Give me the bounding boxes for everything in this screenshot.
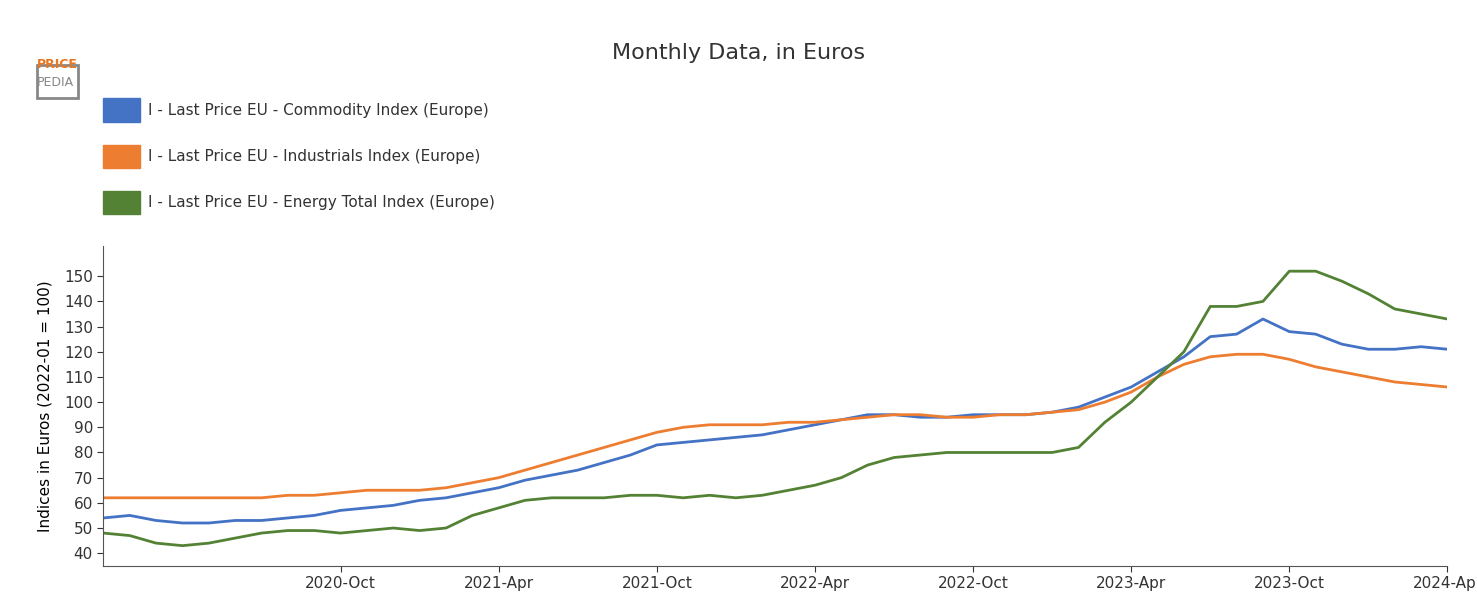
I - Last Price EU - Energy Total Index (Europe): [595, 494, 613, 501]
I - Last Price EU - Energy Total Index (Europe): [226, 534, 244, 542]
I - Last Price EU - Commodity Index (Europe): [833, 416, 851, 424]
I - Last Price EU - Energy Total Index (Europe): [833, 474, 851, 482]
I - Last Price EU - Commodity Index (Europe): [226, 517, 244, 524]
I - Last Price EU - Commodity Index (Europe): [938, 413, 956, 421]
Text: I - Last Price EU - Energy Total Index (Europe): I - Last Price EU - Energy Total Index (…: [148, 196, 495, 210]
I - Last Price EU - Commodity Index (Europe): [595, 459, 613, 466]
I - Last Price EU - Energy Total Index (Europe): [95, 530, 112, 537]
Text: I - Last Price EU - Commodity Index (Europe): I - Last Price EU - Commodity Index (Eur…: [148, 103, 489, 118]
I - Last Price EU - Industrials Index (Europe): [1439, 383, 1456, 391]
I - Last Price EU - Industrials Index (Europe): [199, 494, 217, 501]
I - Last Price EU - Industrials Index (Europe): [1227, 351, 1245, 358]
I - Last Price EU - Energy Total Index (Europe): [753, 491, 771, 499]
Line: I - Last Price EU - Energy Total Index (Europe): I - Last Price EU - Energy Total Index (…: [103, 271, 1447, 546]
I - Last Price EU - Commodity Index (Europe): [991, 411, 1009, 418]
I - Last Price EU - Energy Total Index (Europe): [1439, 315, 1456, 323]
Text: I - Last Price EU - Industrials Index (Europe): I - Last Price EU - Industrials Index (E…: [148, 149, 480, 164]
I - Last Price EU - Commodity Index (Europe): [95, 514, 112, 522]
Text: Monthly Data, in Euros: Monthly Data, in Euros: [611, 43, 866, 63]
Line: I - Last Price EU - Industrials Index (Europe): I - Last Price EU - Industrials Index (E…: [103, 354, 1447, 498]
Line: I - Last Price EU - Commodity Index (Europe): I - Last Price EU - Commodity Index (Eur…: [103, 319, 1447, 523]
I - Last Price EU - Commodity Index (Europe): [1254, 315, 1272, 323]
I - Last Price EU - Industrials Index (Europe): [1359, 373, 1377, 381]
I - Last Price EU - Industrials Index (Europe): [727, 421, 744, 429]
I - Last Price EU - Commodity Index (Europe): [1439, 346, 1456, 353]
I - Last Price EU - Energy Total Index (Europe): [938, 449, 956, 456]
Text: PEDIA: PEDIA: [37, 76, 74, 89]
I - Last Price EU - Industrials Index (Europe): [911, 411, 929, 418]
I - Last Price EU - Commodity Index (Europe): [753, 431, 771, 438]
I - Last Price EU - Commodity Index (Europe): [174, 519, 192, 526]
I - Last Price EU - Industrials Index (Europe): [569, 451, 586, 459]
I - Last Price EU - Industrials Index (Europe): [95, 494, 112, 501]
Text: PRICE: PRICE: [37, 58, 78, 71]
I - Last Price EU - Energy Total Index (Europe): [991, 449, 1009, 456]
I - Last Price EU - Energy Total Index (Europe): [174, 542, 192, 549]
Y-axis label: Indices in Euros (2022-01 = 100): Indices in Euros (2022-01 = 100): [38, 280, 53, 532]
I - Last Price EU - Industrials Index (Europe): [964, 413, 982, 421]
I - Last Price EU - Energy Total Index (Europe): [1281, 268, 1298, 275]
